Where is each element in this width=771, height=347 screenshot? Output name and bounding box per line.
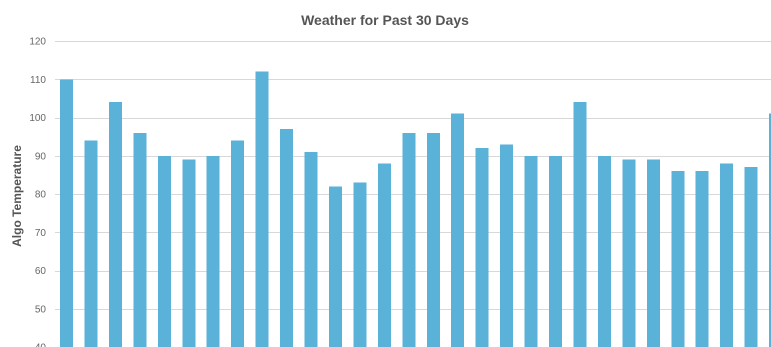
y-tick-label: 120 bbox=[29, 37, 46, 48]
bar-8 bbox=[231, 140, 245, 347]
bar-28 bbox=[720, 163, 734, 347]
bar-1 bbox=[60, 79, 73, 347]
bar-29 bbox=[744, 167, 758, 347]
bar-5 bbox=[157, 155, 171, 347]
bar-18 bbox=[475, 148, 489, 347]
bar-23 bbox=[597, 155, 611, 347]
bar-6 bbox=[182, 159, 196, 347]
y-tick-label: 70 bbox=[35, 228, 47, 239]
bar-16 bbox=[426, 132, 440, 347]
bar-19 bbox=[500, 144, 514, 347]
bar-30 bbox=[769, 113, 771, 347]
bar-25 bbox=[646, 159, 660, 347]
bar-11 bbox=[304, 151, 318, 347]
bar-17 bbox=[451, 113, 465, 347]
bar-15 bbox=[402, 132, 416, 347]
bar-24 bbox=[622, 159, 636, 347]
y-tick-label: 60 bbox=[35, 266, 47, 277]
bar-21 bbox=[549, 155, 562, 347]
bar-26 bbox=[671, 171, 685, 347]
bar-3 bbox=[108, 102, 122, 347]
y-tick-label: 50 bbox=[35, 304, 47, 315]
bar-4 bbox=[133, 132, 147, 347]
y-tick-label: 40 bbox=[35, 343, 47, 347]
bar-2 bbox=[84, 140, 98, 347]
bar-14 bbox=[377, 163, 391, 347]
chart-title: Weather for Past 30 Days bbox=[301, 12, 469, 28]
y-axis-label: Algo Temperature bbox=[10, 145, 24, 247]
bar-20 bbox=[524, 155, 538, 347]
bars bbox=[60, 71, 771, 347]
bar-13 bbox=[353, 182, 367, 347]
bar-7 bbox=[206, 155, 220, 347]
y-tick-label: 110 bbox=[30, 75, 46, 86]
y-tick-label: 100 bbox=[29, 113, 46, 124]
bar-10 bbox=[280, 128, 294, 347]
y-axis-ticks: 40 50 60 70 80 90 100 110 120 bbox=[29, 37, 46, 347]
bar-22 bbox=[573, 102, 587, 347]
bar-12 bbox=[328, 186, 342, 347]
y-tick-label: 80 bbox=[35, 190, 47, 201]
y-tick-label: 90 bbox=[35, 151, 47, 162]
bar-27 bbox=[695, 171, 709, 347]
bar-9 bbox=[255, 71, 269, 347]
